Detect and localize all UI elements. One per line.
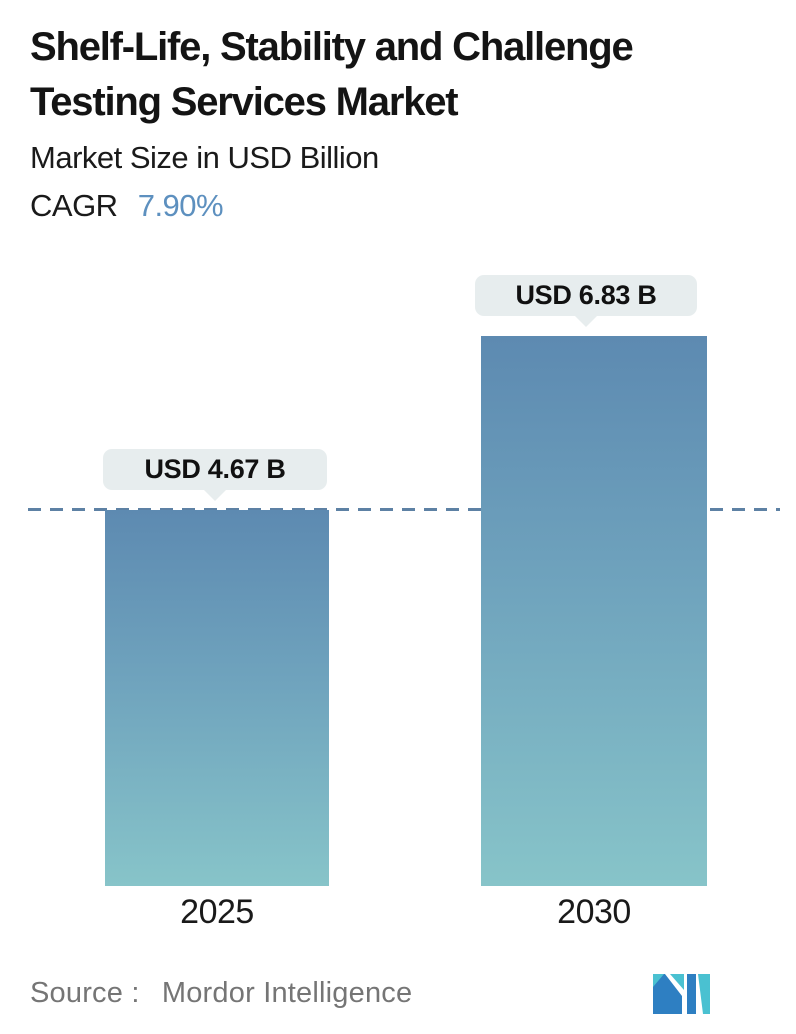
value-label-arrow-icon [204, 490, 226, 501]
cagr-row: CAGR 7.90% [30, 188, 633, 224]
chart-title-line-1: Shelf-Life, Stability and Challenge [30, 25, 634, 69]
source-line: Source : Mordor Intelligence [30, 977, 412, 1010]
value-label-2030: USD 6.83 B [475, 275, 697, 327]
x-axis-label-2030: 2030 [557, 893, 631, 931]
value-label-2030-text: USD 6.83 B [475, 275, 697, 316]
value-label-2025-text: USD 4.67 B [103, 449, 327, 490]
cagr-value: 7.90% [137, 188, 224, 223]
cagr-label: CAGR [30, 188, 118, 223]
value-label-arrow-icon [575, 316, 597, 327]
chart-header: Shelf-Life, Stability and Challenge Test… [30, 20, 634, 224]
source-value: Mordor Intelligence [161, 977, 413, 1009]
baseline-dashed-line [28, 508, 780, 511]
source-label: Source : [30, 977, 140, 1009]
bar-2025 [105, 510, 329, 886]
value-label-2025: USD 4.67 B [103, 449, 327, 501]
chart-title-line-2: Testing Services Market [30, 80, 459, 124]
bar-2030 [481, 336, 707, 886]
chart-subtitle: Market Size in USD Billion [30, 140, 379, 175]
x-axis-label-2025: 2025 [180, 893, 254, 931]
mordor-intelligence-logo-icon [653, 974, 710, 1014]
